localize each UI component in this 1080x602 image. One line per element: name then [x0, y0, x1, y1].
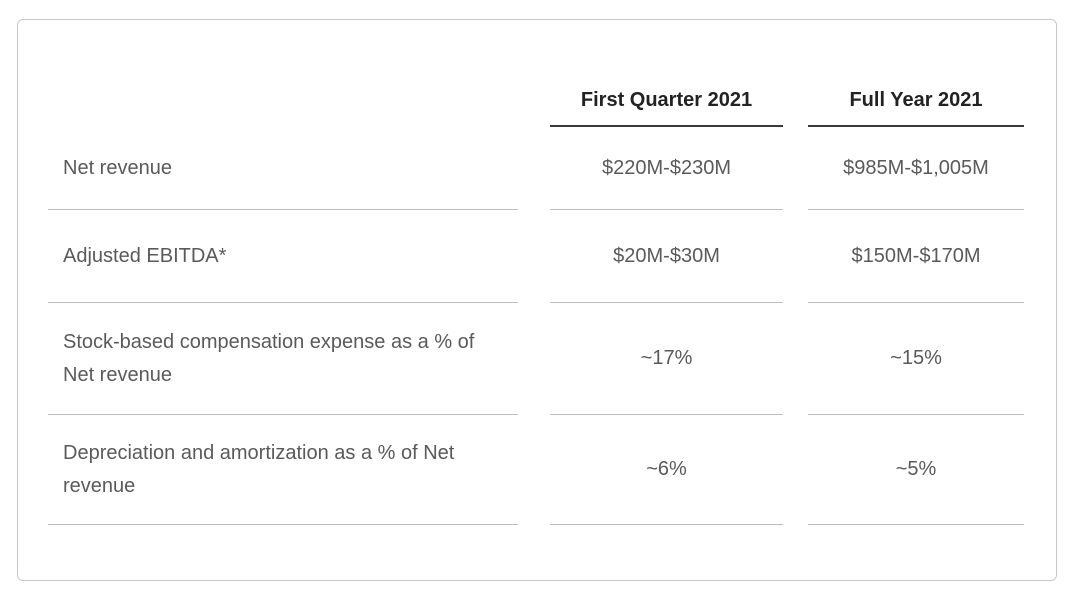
row-label-adjusted-ebitda: Adjusted EBITDA* [48, 210, 518, 303]
adjusted-ebitda-q1-value: $20M-$30M [550, 210, 783, 303]
row-label-depreciation-amortization: Depreciation and amortization as a % of … [48, 415, 518, 525]
column-header-full-year-2021: Full Year 2021 [808, 76, 1024, 127]
row-label-stock-based-compensation: Stock-based compensation expense as a % … [48, 303, 518, 415]
row-label-net-revenue: Net revenue [48, 127, 518, 210]
net-revenue-fy-value: $985M-$1,005M [808, 127, 1024, 210]
depreciation-amortization-q1-value: ~6% [550, 415, 783, 525]
stock-based-compensation-fy-value: ~15% [808, 303, 1024, 415]
adjusted-ebitda-fy-value: $150M-$170M [808, 210, 1024, 303]
net-revenue-q1-value: $220M-$230M [550, 127, 783, 210]
stock-based-compensation-q1-value: ~17% [550, 303, 783, 415]
guidance-table-card [17, 19, 1057, 581]
depreciation-amortization-fy-value: ~5% [808, 415, 1024, 525]
column-header-first-quarter-2021: First Quarter 2021 [550, 76, 783, 127]
